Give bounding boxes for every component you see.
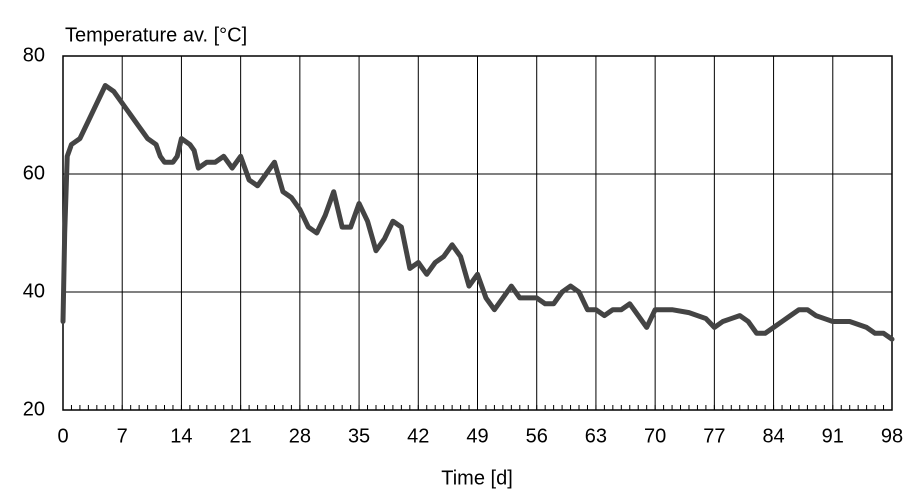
x-tick-label: 28 (289, 425, 311, 447)
y-tick-label: 80 (23, 44, 45, 66)
y-tick-label: 40 (23, 280, 45, 302)
x-axis-label: Time [d] (441, 467, 513, 489)
x-tick-label: 21 (230, 425, 252, 447)
x-tick-label: 98 (881, 425, 903, 447)
y-tick-label: 60 (23, 162, 45, 184)
x-tick-label: 84 (762, 425, 784, 447)
x-tick-label: 49 (466, 425, 488, 447)
x-tick-label: 91 (822, 425, 844, 447)
x-tick-label: 77 (703, 425, 725, 447)
x-tick-label: 70 (644, 425, 666, 447)
x-tick-label: 63 (585, 425, 607, 447)
x-tick-label: 56 (526, 425, 548, 447)
x-tick-label: 7 (117, 425, 128, 447)
x-tick-label: 42 (407, 425, 429, 447)
x-tick-label: 0 (57, 425, 68, 447)
x-tick-label: 35 (348, 425, 370, 447)
chart-title: Temperature av. [°C] (65, 24, 247, 46)
data-line (60, 83, 895, 342)
x-tick-label: 14 (170, 425, 192, 447)
y-tick-label: 20 (23, 398, 45, 420)
